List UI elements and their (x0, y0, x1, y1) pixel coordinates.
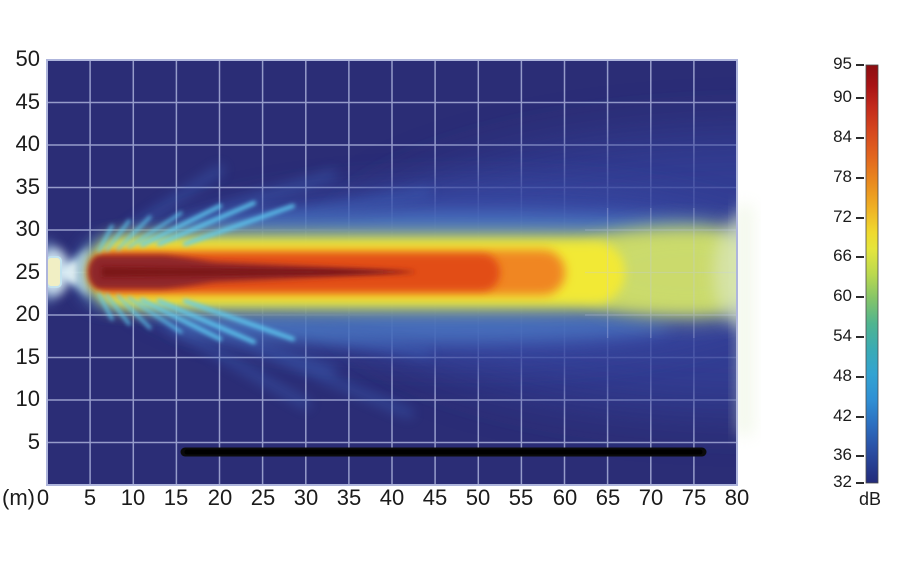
colorbar-tick (856, 296, 864, 298)
source-marker (47, 248, 70, 296)
colorbar-tick-label: 48 (833, 366, 852, 385)
colorbar-tick-label: 54 (833, 326, 852, 345)
y-axis-tick-label: 30 (15, 216, 40, 241)
colorbar-tick (856, 97, 864, 99)
colorbar-tick (856, 64, 864, 66)
y-axis-tick-label: 5 (27, 429, 40, 454)
colorbar-tick-label: 66 (833, 246, 852, 265)
colorbar-tick (856, 256, 864, 258)
x-axis-tick-label: 55 (508, 485, 534, 510)
colorbar-tick-label: 42 (833, 406, 852, 425)
x-axis-tick-label: 40 (379, 485, 405, 510)
y-axis-tick-label: 20 (15, 301, 40, 326)
colorbar-tick (856, 336, 864, 338)
colorbar-tick (856, 137, 864, 139)
x-axis-tick-label: 75 (681, 485, 707, 510)
colorbar-tick (856, 455, 864, 457)
colorbar-tick-label: 60 (833, 286, 852, 305)
x-axis-tick-label: 50 (465, 485, 491, 510)
colorbar (865, 64, 879, 484)
beam-side-lobes (97, 201, 295, 344)
y-axis-tick-label: 10 (15, 386, 40, 411)
colorbar-tick-label: 84 (833, 127, 852, 146)
beam-center-line (102, 267, 416, 277)
colorbar-tick (856, 482, 864, 484)
y-axis-tick-label: 15 (15, 344, 40, 369)
x-axis-tick-label: 70 (638, 485, 664, 510)
plot-border (46, 59, 738, 486)
colorbar-unit-label: dB (858, 489, 882, 509)
x-axis-tick-label: 35 (336, 485, 362, 510)
colorbar-tick-label: 78 (833, 167, 852, 186)
x-axis-tick-label: 80 (724, 485, 750, 510)
spl-heat-field (47, 132, 737, 457)
y-axis-unit-label: (m) (2, 485, 35, 510)
x-axis-tick-label: 0 (36, 485, 50, 510)
x-axis-tick-label: 15 (163, 485, 189, 510)
colorbar-tick (856, 177, 864, 179)
y-axis-tick-label: 40 (15, 131, 40, 156)
colorbar-tick (856, 217, 864, 219)
edge-glow-fringe (737, 205, 752, 435)
y-axis-tick-label: 50 (15, 46, 40, 71)
grid-overlay-terminal (585, 208, 737, 338)
x-axis-tick-label: 5 (83, 485, 97, 510)
y-axis-tick-label: 35 (15, 174, 40, 199)
x-axis-tick-label: 25 (250, 485, 276, 510)
y-axis-tick-label: 25 (15, 259, 40, 284)
x-axis-tick-label: 20 (207, 485, 233, 510)
x-axis-tick-label: 10 (120, 485, 146, 510)
colorbar-tick-label: 72 (833, 207, 852, 226)
colorbar-tick (856, 376, 864, 378)
x-axis-tick-label: 45 (422, 485, 448, 510)
y-axis-tick-label: 45 (15, 89, 40, 114)
colorbar-tick-label: 36 (833, 445, 852, 464)
lobe-terminal-glow (580, 217, 737, 327)
colorbar-tick (856, 416, 864, 418)
colorbar-tick-label: 32 (833, 472, 852, 491)
x-axis-tick-label: 30 (293, 485, 319, 510)
x-axis-tick-label: 60 (552, 485, 578, 510)
colorbar-tick-label: 90 (833, 87, 852, 106)
x-axis-tick-label: 65 (595, 485, 621, 510)
colorbar-tick-label: 95 (833, 54, 852, 73)
